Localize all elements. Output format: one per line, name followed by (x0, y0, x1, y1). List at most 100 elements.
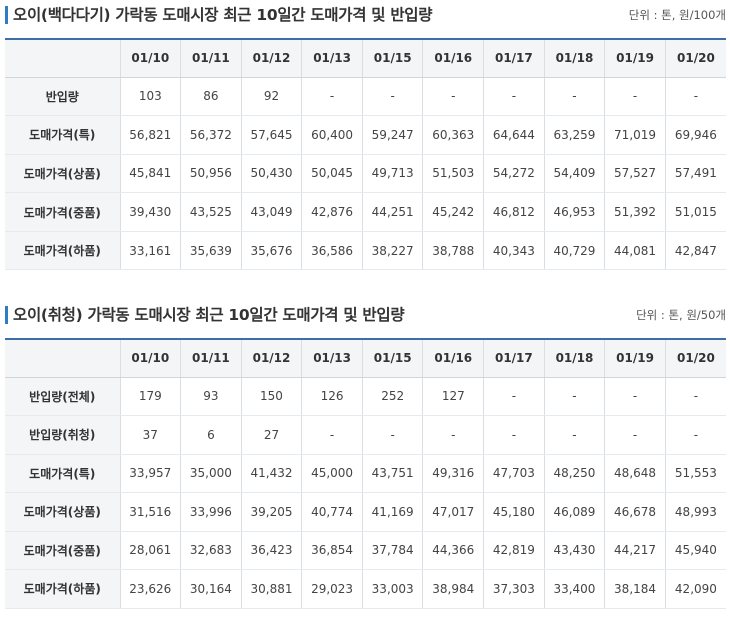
value-cell: 46,678 (604, 492, 666, 532)
value-cell: 35,000 (180, 454, 242, 493)
date-header: 01/19 (604, 38, 666, 78)
value-cell: 50,045 (301, 154, 363, 194)
value-cell: 49,316 (422, 454, 484, 493)
unit-label: 단위 : 톤, 원/50개 (636, 308, 726, 322)
date-header: 01/12 (240, 338, 302, 378)
date-header: 01/19 (604, 338, 666, 378)
section-header: 오이(취청) 가락동 도매시장 최근 10일간 도매가격 및 반입량 단위 : 톤… (0, 300, 730, 338)
date-header: 01/12 (240, 38, 302, 78)
value-cell: 31,516 (119, 492, 181, 532)
date-header: 01/20 (664, 338, 726, 378)
value-cell: 69,946 (664, 115, 726, 155)
value-cell: 71,019 (604, 115, 666, 155)
price-section-2: 오이(취청) 가락동 도매시장 최근 10일간 도매가격 및 반입량 단위 : 톤… (0, 300, 730, 630)
value-cell: 30,164 (180, 569, 242, 609)
corner-header-cell (5, 38, 120, 78)
value-cell: 51,553 (664, 454, 726, 493)
value-cell: 63,259 (543, 115, 605, 155)
value-cell: 48,250 (543, 454, 605, 493)
value-cell: 50,956 (180, 154, 242, 194)
value-cell: 36,423 (240, 531, 302, 570)
value-cell: 50,430 (240, 154, 302, 194)
row-label: 도매가격(특) (5, 115, 120, 155)
value-cell: 23,626 (119, 569, 181, 609)
value-cell: 42,847 (664, 231, 726, 271)
row-label: 도매가격(중품) (5, 531, 120, 570)
date-header: 01/16 (422, 338, 484, 378)
value-cell: - (604, 415, 666, 455)
unit-label: 단위 : 톤, 원/100개 (628, 8, 726, 22)
value-cell: 39,430 (119, 192, 181, 232)
value-cell: 46,089 (543, 492, 605, 532)
value-cell: 6 (180, 415, 242, 455)
value-cell: 41,432 (240, 454, 302, 493)
value-cell: 127 (422, 377, 484, 416)
value-cell: - (664, 415, 726, 455)
price-table: 01/10 01/11 01/12 01/13 01/15 01/16 01/17 01/18… (5, 338, 726, 609)
value-cell: 56,821 (119, 115, 181, 155)
date-header: 01/13 (301, 338, 363, 378)
date-header: 01/16 (422, 38, 484, 78)
table-row: 도매가격(하품) 33,161 35,639 35,676 36,586 38,227 38… (5, 231, 726, 271)
date-header: 01/18 (543, 338, 605, 378)
table-row: 도매가격(상품) 31,516 33,996 39,205 40,774 41,169 47… (5, 492, 726, 532)
value-cell: 38,984 (422, 569, 484, 609)
value-cell: 39,205 (240, 492, 302, 532)
date-header: 01/13 (301, 38, 363, 78)
section-header: 오이(백다다기) 가락동 도매시장 최근 10일간 도매가격 및 반입량 단위 :… (0, 0, 730, 38)
date-header: 01/17 (483, 38, 545, 78)
value-cell: 60,363 (422, 115, 484, 155)
value-cell: 57,645 (240, 115, 302, 155)
value-cell: 103 (119, 77, 181, 117)
value-cell: 43,049 (240, 192, 302, 232)
value-cell: 38,227 (361, 231, 423, 271)
value-cell: 51,392 (604, 192, 666, 232)
value-cell: 48,648 (604, 454, 666, 493)
value-cell: - (664, 77, 726, 117)
value-cell: 28,061 (119, 531, 181, 570)
value-cell: 57,491 (664, 154, 726, 194)
value-cell: 46,953 (543, 192, 605, 232)
row-label: 도매가격(중품) (5, 192, 120, 232)
value-cell: 51,015 (664, 192, 726, 232)
value-cell: 41,169 (361, 492, 423, 532)
table-row: 도매가격(특) 33,957 35,000 41,432 45,000 43,751 49,… (5, 454, 726, 493)
value-cell: 37,303 (483, 569, 545, 609)
value-cell: 47,017 (422, 492, 484, 532)
value-cell: 36,854 (301, 531, 363, 570)
title-accent-bar (5, 6, 8, 24)
value-cell: - (361, 415, 423, 455)
table-row: 반입량(취청) 37 6 27- - - - - - - (5, 415, 726, 455)
section-title: 오이(취청) 가락동 도매시장 최근 10일간 도매가격 및 반입량 (13, 306, 405, 324)
value-cell: - (543, 77, 605, 117)
row-label: 도매가격(상품) (5, 492, 120, 532)
row-label: 도매가격(하품) (5, 231, 120, 271)
value-cell: 45,940 (664, 531, 726, 570)
date-header: 01/20 (664, 38, 726, 78)
value-cell: - (301, 415, 363, 455)
value-cell: - (483, 377, 545, 416)
section-title: 오이(백다다기) 가락동 도매시장 최근 10일간 도매가격 및 반입량 (13, 6, 433, 24)
value-cell: 48,993 (664, 492, 726, 532)
value-cell: 40,343 (483, 231, 545, 271)
value-cell: 59,247 (361, 115, 423, 155)
value-cell: 32,683 (180, 531, 242, 570)
date-header: 01/18 (543, 38, 605, 78)
value-cell: 54,409 (543, 154, 605, 194)
value-cell: 44,217 (604, 531, 666, 570)
value-cell: 86 (180, 77, 242, 117)
value-cell: 60,400 (301, 115, 363, 155)
price-section-1: 오이(백다다기) 가락동 도매시장 최근 10일간 도매가격 및 반입량 단위 :… (0, 0, 730, 300)
value-cell: 51,503 (422, 154, 484, 194)
value-cell: - (543, 377, 605, 416)
value-cell: 30,881 (240, 569, 302, 609)
value-cell: - (543, 415, 605, 455)
value-cell: 57,527 (604, 154, 666, 194)
value-cell: 33,996 (180, 492, 242, 532)
value-cell: 38,184 (604, 569, 666, 609)
value-cell: 33,400 (543, 569, 605, 609)
date-header: 01/11 (180, 38, 242, 78)
row-label: 도매가격(상품) (5, 154, 120, 194)
value-cell: 40,729 (543, 231, 605, 271)
value-cell: 46,812 (483, 192, 545, 232)
